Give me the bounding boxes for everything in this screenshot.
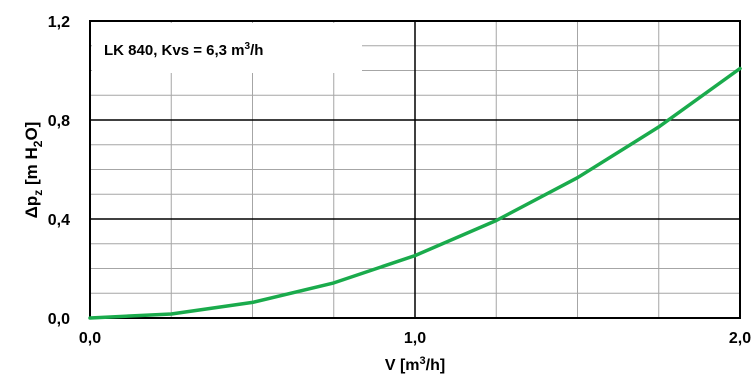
y-tick-labels: 0,0 0,4 0,8 1,2 xyxy=(48,14,70,328)
y-axis-label-suffix: O] xyxy=(22,122,41,141)
y-axis-label: Δpz [m H2O] xyxy=(22,122,45,219)
x-axis-label-suffix: /h] xyxy=(426,357,446,374)
x-tick-label: 0,0 xyxy=(79,330,101,347)
y-axis-label-sub1: z xyxy=(31,190,45,196)
annotation-box xyxy=(92,23,362,73)
x-axis-label-sup: 3 xyxy=(420,355,426,367)
x-axis-label: V [m3/h] xyxy=(385,355,445,374)
y-axis-label-sub2: 2 xyxy=(31,140,45,147)
annotation-text: LK 840, Kvs = 6,3 m3/h xyxy=(104,41,263,59)
major-grid xyxy=(90,21,740,318)
y-tick-label: 0,4 xyxy=(48,212,70,229)
y-tick-label: 1,2 xyxy=(48,14,70,31)
annotation-suffix: /h xyxy=(250,42,263,59)
annotation-prefix: LK 840, Kvs = 6,3 m xyxy=(104,42,245,59)
x-tick-label: 2,0 xyxy=(729,330,751,347)
y-axis-label-mid: [m H xyxy=(22,147,41,190)
x-axis-label-prefix: V [m xyxy=(385,357,420,374)
y-tick-label: 0,8 xyxy=(48,113,70,130)
series-line xyxy=(88,66,742,320)
x-tick-label: 1,0 xyxy=(404,330,426,347)
x-tick-labels: 0,0 1,0 2,0 xyxy=(79,330,751,347)
y-axis-label-delta: Δp xyxy=(22,196,41,219)
y-tick-label: 0,0 xyxy=(48,311,70,328)
annotation-sup: 3 xyxy=(245,41,251,52)
plot-border xyxy=(89,20,741,319)
